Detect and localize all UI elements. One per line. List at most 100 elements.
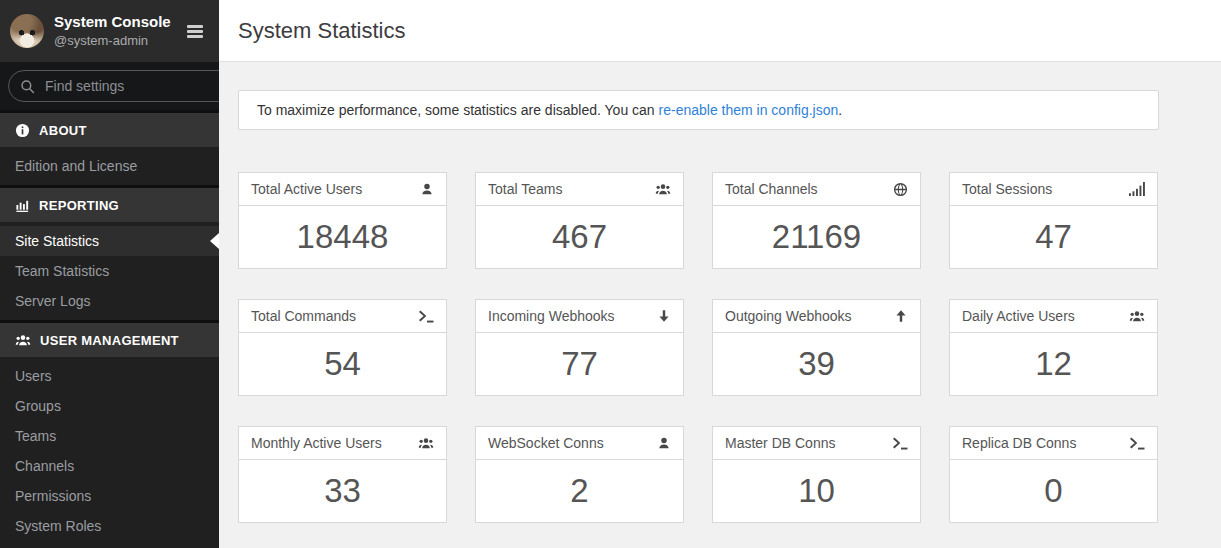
active-item-pointer: [210, 233, 219, 249]
stat-card-header: WebSocket Conns: [476, 427, 683, 460]
stat-card-header: Total Commands: [239, 300, 446, 333]
stat-card-header: Monthly Active Users: [239, 427, 446, 460]
stat-card-value: 39: [713, 333, 920, 395]
sidebar-item-system-roles[interactable]: System Roles: [0, 511, 219, 541]
stat-card-header: Daily Active Users: [950, 300, 1157, 333]
search-box[interactable]: [8, 70, 240, 102]
stat-card-title: Replica DB Conns: [962, 435, 1076, 451]
terminal-icon: [418, 310, 434, 323]
content-area: To maximize performance, some statistics…: [219, 62, 1221, 543]
stat-card-value: 10: [713, 460, 920, 522]
stat-card-title: Total Channels: [725, 181, 818, 197]
search-input[interactable]: [43, 77, 228, 95]
sidebar-section-reporting: REPORTING Site Statistics Team Statistics S…: [0, 185, 219, 320]
users-icon: [418, 436, 434, 450]
stat-card-daily-active-users: Daily Active Users 12: [949, 299, 1158, 396]
stat-card-title: Outgoing Webhooks: [725, 308, 852, 324]
signal-icon: [1129, 182, 1145, 196]
main-panel: System Statistics To maximize performanc…: [219, 0, 1221, 548]
page-header: System Statistics: [219, 0, 1221, 62]
sidebar-item-team-statistics[interactable]: Team Statistics: [0, 256, 219, 286]
sidebar-section-user-management: USER MANAGEMENT Users Groups Teams Channels P…: [0, 320, 219, 545]
stat-card-value: 467: [476, 206, 683, 268]
banner-config-link[interactable]: re-enable them in config.json: [659, 102, 839, 118]
stat-card-total-teams: Total Teams467: [475, 172, 684, 269]
banner-text: To maximize performance, some statistics…: [257, 102, 659, 118]
sidebar-item-label: Edition and License: [15, 158, 137, 174]
stat-card-monthly-active-users: Monthly Active Users 33: [238, 426, 447, 523]
stat-card-title: Monthly Active Users: [251, 435, 382, 451]
stat-card-title: Daily Active Users: [962, 308, 1075, 324]
terminal-icon: [892, 437, 908, 450]
bar-chart-icon: [15, 198, 30, 213]
stat-card-header: Total Channels: [713, 173, 920, 206]
sidebar-item-users[interactable]: Users: [0, 361, 219, 391]
sidebar-item-channels[interactable]: Channels: [0, 451, 219, 481]
sidebar-item-label: Users: [15, 368, 52, 384]
stat-card-header: Outgoing Webhooks: [713, 300, 920, 333]
sidebar-nav: ABOUT Edition and License REPORTING Site St…: [0, 110, 219, 548]
stat-card-header: Total Active Users: [239, 173, 446, 206]
stat-card-header: Total Teams: [476, 173, 683, 206]
sidebar-item-permissions[interactable]: Permissions: [0, 481, 219, 511]
sidebar-item-label: Teams: [15, 428, 56, 444]
user-icon: [420, 182, 434, 196]
sidebar-item-label: System Roles: [15, 518, 101, 534]
stat-card-value: 18448: [239, 206, 446, 268]
section-label: ABOUT: [39, 123, 87, 138]
banner-text-suffix: .: [838, 102, 842, 118]
info-circle-icon: [15, 123, 30, 138]
stat-card-title: Master DB Conns: [725, 435, 835, 451]
stat-card-value: 33: [239, 460, 446, 522]
stat-card-total-sessions: Total Sessions 47: [949, 172, 1158, 269]
stat-card-title: WebSocket Conns: [488, 435, 604, 451]
search-icon: [20, 79, 35, 94]
stat-card-replica-db-conns: Replica DB Conns0: [949, 426, 1158, 523]
stat-card-header: Incoming Webhooks: [476, 300, 683, 333]
stat-card-title: Total Active Users: [251, 181, 362, 197]
page-title: System Statistics: [238, 18, 405, 44]
stat-card-value: 12: [950, 333, 1157, 395]
admin-username: @system-admin: [54, 33, 185, 49]
user-avatar: [10, 14, 44, 48]
sidebar-item-label: Permissions: [15, 488, 91, 504]
stat-card-header: Replica DB Conns: [950, 427, 1157, 460]
notice-banner: To maximize performance, some statistics…: [238, 90, 1159, 130]
stat-card-total-active-users: Total Active Users 18448: [238, 172, 447, 269]
section-label: USER MANAGEMENT: [40, 333, 179, 348]
sidebar-header-text: System Console @system-admin: [54, 13, 185, 49]
section-label: REPORTING: [39, 198, 119, 213]
sidebar-section-about: ABOUT Edition and License: [0, 110, 219, 185]
stat-card-value: 47: [950, 206, 1157, 268]
user-icon: [657, 436, 671, 450]
sidebar-header[interactable]: System Console @system-admin: [0, 0, 219, 62]
stat-card-total-commands: Total Commands54: [238, 299, 447, 396]
stat-card-title: Total Sessions: [962, 181, 1052, 197]
sidebar-item-label: Channels: [15, 458, 74, 474]
sidebar-section-header: ABOUT: [0, 113, 219, 147]
users-icon: [1129, 309, 1145, 323]
stat-card-value: 77: [476, 333, 683, 395]
admin-sidebar: System Console @system-admin ABOUT Editio…: [0, 0, 219, 548]
sidebar-item-label: Site Statistics: [15, 233, 99, 249]
users-icon: [15, 333, 31, 347]
sidebar-item-server-logs[interactable]: Server Logs: [0, 286, 219, 316]
arrow-up-icon: [894, 309, 908, 323]
sidebar-item-edition-and-license[interactable]: Edition and License: [0, 151, 219, 181]
stat-card-incoming-webhooks: Incoming Webhooks77: [475, 299, 684, 396]
menu-icon[interactable]: [185, 23, 205, 40]
console-title: System Console: [54, 13, 185, 32]
sidebar-item-teams[interactable]: Teams: [0, 421, 219, 451]
sidebar-search-bar: [0, 62, 219, 110]
sidebar-item-site-statistics[interactable]: Site Statistics: [0, 226, 219, 256]
terminal-icon: [1129, 437, 1145, 450]
sidebar-item-groups[interactable]: Groups: [0, 391, 219, 421]
users-icon: [655, 182, 671, 196]
stat-card-outgoing-webhooks: Outgoing Webhooks 39: [712, 299, 921, 396]
stat-card-header: Total Sessions: [950, 173, 1157, 206]
stat-card-master-db-conns: Master DB Conns 10: [712, 426, 921, 523]
sidebar-item-label: Team Statistics: [15, 263, 109, 279]
globe-icon: [893, 182, 908, 197]
stat-card-websocket-conns: WebSocket Conns2: [475, 426, 684, 523]
sidebar-section-header: USER MANAGEMENT: [0, 323, 219, 357]
